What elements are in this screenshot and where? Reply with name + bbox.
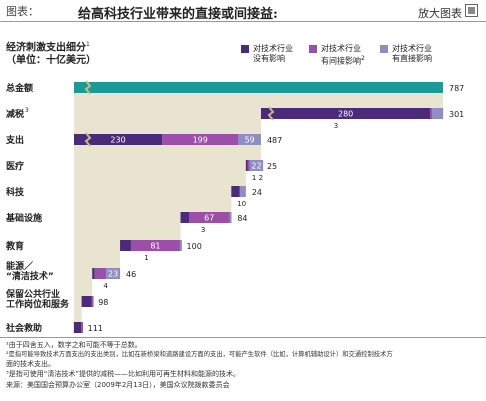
subtitle-footnote-mark: 1 bbox=[86, 41, 90, 48]
row-total-label: 487 bbox=[267, 136, 282, 145]
legend-swatch-direct bbox=[380, 45, 388, 53]
bar-segment bbox=[180, 212, 189, 223]
bar-segment bbox=[74, 134, 163, 145]
row-sub-value-label: 4 bbox=[103, 282, 108, 290]
segment-value-label: 23 bbox=[108, 270, 118, 279]
row-total-label: 98 bbox=[98, 298, 108, 307]
waterfall-background-area bbox=[73, 93, 444, 333]
chart-subtitle: 经济刺激支出细分1 （单位：十亿美元） bbox=[6, 38, 96, 67]
legend-label: 没有影响 bbox=[253, 54, 285, 63]
row-sub-value-label: 3 bbox=[201, 226, 205, 234]
row-total-label: 100 bbox=[187, 242, 202, 251]
axis-break-mark bbox=[267, 106, 275, 121]
footnote-2-cont: 面的技术支出。 bbox=[6, 360, 55, 368]
bar-segment bbox=[120, 240, 131, 251]
legend-label: 对技术行业 bbox=[321, 44, 361, 53]
subtitle-line2: （单位：十亿美元） bbox=[6, 55, 96, 67]
legend-swatch-no-impact bbox=[241, 45, 249, 53]
legend-label: 有直接影响 bbox=[392, 54, 432, 63]
header-divider bbox=[0, 21, 486, 22]
category-label: 保留公共行业 bbox=[5, 288, 60, 300]
bar-segment bbox=[238, 134, 261, 145]
footnote-3: ³是指可使用“清洁技术”提供的减税——比如利用可再生材料和能源的技术。 bbox=[6, 370, 241, 378]
row-sub-value-label: 3 bbox=[334, 122, 338, 130]
legend-footnote-mark: 2 bbox=[361, 55, 365, 62]
row-total-label: 84 bbox=[237, 214, 247, 223]
segment-value-label: 59 bbox=[245, 136, 255, 145]
bar-segment bbox=[430, 108, 433, 119]
bar-segment bbox=[179, 240, 182, 251]
segment-value-label: 67 bbox=[204, 214, 214, 223]
category-label-line2: 工作岗位和服务 bbox=[6, 298, 70, 310]
bar-segment bbox=[106, 268, 121, 279]
bar-segment bbox=[162, 134, 239, 145]
bar-segment bbox=[245, 160, 248, 171]
segment-value-label: 280 bbox=[338, 110, 353, 119]
row-total-label: 24 bbox=[252, 188, 262, 197]
category-label-line2: “清洁技术” bbox=[6, 270, 54, 282]
footnote-1: ¹由于四舍五入，数字之和可能不等于总数。 bbox=[6, 341, 142, 349]
legend-label: 对技术行业 bbox=[253, 44, 293, 53]
legend-label: 对技术行业 bbox=[392, 44, 432, 53]
row-total-label: 111 bbox=[88, 324, 103, 333]
bar-segment bbox=[229, 212, 232, 223]
category-label: 总金额 bbox=[6, 82, 33, 94]
category-label: 能源／ bbox=[6, 260, 33, 272]
chart-bottom-rule bbox=[0, 337, 486, 338]
bar-segment bbox=[73, 322, 81, 333]
bar-segment bbox=[247, 160, 250, 171]
bar-segment bbox=[249, 160, 264, 171]
bar-segment bbox=[130, 240, 180, 251]
zoom-chart-button[interactable]: 放大图表 bbox=[418, 7, 462, 20]
legend-swatch-indirect bbox=[309, 45, 317, 53]
header-label: 图表： bbox=[6, 5, 39, 18]
segment-value-label: 199 bbox=[193, 136, 208, 145]
legend-label: 有间接影响 bbox=[321, 56, 361, 66]
segment-value-label: 81 bbox=[150, 242, 160, 251]
legend-item-no-impact: 对技术行业 没有影响 bbox=[253, 44, 293, 64]
bar-segment bbox=[188, 212, 230, 223]
legend: 对技术行业 没有影响 对技术行业 有间接影响2 对技术行业 有直接影响 bbox=[0, 0, 486, 80]
row-total-label: 301 bbox=[449, 110, 464, 119]
legend-item-direct: 对技术行业 有直接影响 bbox=[392, 44, 432, 64]
legend-item-indirect: 对技术行业 有间接影响2 bbox=[321, 44, 365, 67]
subtitle-line1: 经济刺激支出细分 bbox=[6, 42, 86, 54]
zoom-icon[interactable] bbox=[465, 4, 478, 17]
category-label: 基础设施 bbox=[5, 212, 42, 224]
category-label: 支出 bbox=[5, 134, 24, 146]
total-value-label: 787 bbox=[449, 84, 464, 93]
bar-segment bbox=[81, 322, 83, 333]
axis-break-mark bbox=[84, 80, 92, 95]
bar-segment bbox=[94, 268, 107, 279]
row-sub-value-label: 1 bbox=[144, 254, 148, 262]
axis-break-mark bbox=[84, 132, 92, 147]
row-total-label: 25 bbox=[267, 162, 277, 171]
category-label: 教育 bbox=[5, 240, 24, 252]
segment-value-label: 22 bbox=[251, 162, 261, 171]
segment-value-label: 230 bbox=[110, 136, 125, 145]
category-label: 社会救助 bbox=[5, 322, 42, 334]
total-bar bbox=[74, 82, 443, 93]
footnote-2: ²是指可能导致技术方面支出的支出类别，比如在新桥梁和道路建设方面的支出，可能产生… bbox=[6, 351, 393, 358]
category-label: 减税 bbox=[6, 108, 24, 120]
bar-segment bbox=[432, 108, 444, 119]
bar-segment bbox=[92, 268, 95, 279]
bar-segment bbox=[239, 186, 246, 197]
row-sub-value-label: 10 bbox=[237, 200, 246, 208]
bar-segment bbox=[231, 186, 240, 197]
bar-segment bbox=[91, 296, 94, 307]
category-label: 医疗 bbox=[6, 160, 24, 172]
row-sub-value-label: 1 2 bbox=[252, 174, 263, 182]
row-total-label: 46 bbox=[126, 270, 136, 279]
category-label: 科技 bbox=[6, 186, 25, 198]
category-footnote-mark: 3 bbox=[25, 107, 29, 114]
bar-segment bbox=[260, 108, 431, 119]
page-title: 给高科技行业带来的直接或间接益: bbox=[78, 7, 278, 22]
footnote-source: 来源：美国国会预算办公室（2009年2月13日），美国众议院拨款委员会 bbox=[6, 381, 230, 389]
bar-segment bbox=[81, 296, 92, 307]
